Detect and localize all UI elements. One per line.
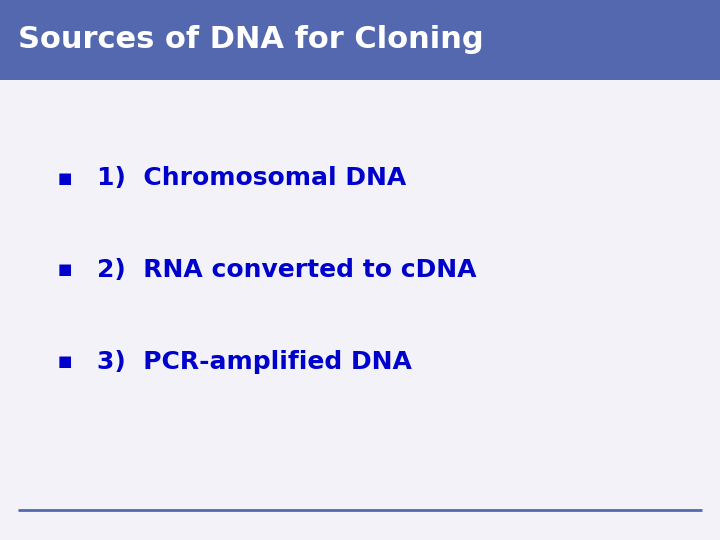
FancyBboxPatch shape xyxy=(0,0,720,80)
Text: 2)  RNA converted to cDNA: 2) RNA converted to cDNA xyxy=(97,258,477,282)
Text: 1)  Chromosomal DNA: 1) Chromosomal DNA xyxy=(97,166,407,190)
Text: ■: ■ xyxy=(58,262,72,278)
Text: 3)  PCR-amplified DNA: 3) PCR-amplified DNA xyxy=(97,350,412,374)
Text: Sources of DNA for Cloning: Sources of DNA for Cloning xyxy=(18,25,484,55)
Text: ■: ■ xyxy=(58,354,72,369)
Text: ■: ■ xyxy=(58,171,72,186)
